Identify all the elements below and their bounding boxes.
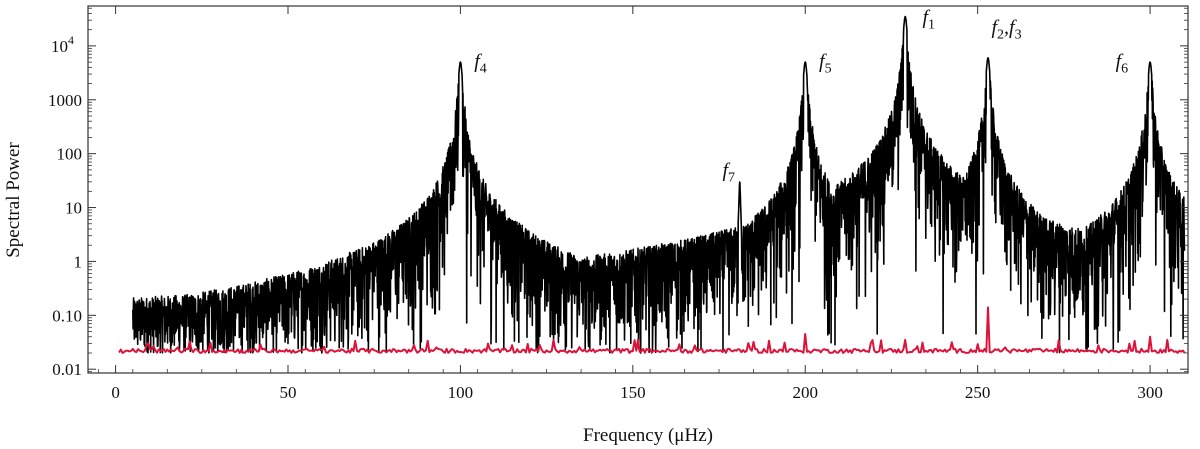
x-tick-label: 100 bbox=[448, 383, 474, 402]
peak-label: f1 bbox=[922, 7, 935, 33]
y-tick-label: 100 bbox=[57, 145, 83, 164]
plot-frame bbox=[87, 5, 1189, 374]
x-tick-label: 200 bbox=[792, 383, 818, 402]
y-axis-title: Spectral Power bbox=[3, 142, 24, 258]
y-tick-label: 1000 bbox=[48, 91, 82, 110]
x-tick-label: 250 bbox=[965, 383, 991, 402]
peak-label: f5 bbox=[819, 50, 832, 76]
y-tick-label-exponent: 4 bbox=[68, 33, 74, 47]
peak-label: f7 bbox=[722, 159, 735, 185]
noise-level-series bbox=[118, 306, 1186, 354]
x-axis-title: Frequency (μHz) bbox=[583, 425, 713, 446]
x-tick-label: 50 bbox=[280, 383, 297, 402]
y-tick-label: 0.10 bbox=[52, 306, 82, 325]
y-tick-label: 1 bbox=[74, 252, 83, 271]
y-tick-label: 0.01 bbox=[52, 360, 82, 379]
y-tick-label: 104 bbox=[51, 33, 74, 56]
x-tick-label: 150 bbox=[620, 383, 646, 402]
power-spectrum-line bbox=[132, 15, 1186, 354]
power-spectrum-series bbox=[132, 15, 1186, 354]
x-axis: 0 50 100 150 200 250 300 bbox=[97, 6, 1168, 402]
peak-labels: f1 f2,f3 f4 f5 f6 f7 bbox=[474, 7, 1128, 186]
x-tick-label: 0 bbox=[111, 383, 120, 402]
peak-label: f2,f3 bbox=[991, 16, 1021, 42]
peak-label: f6 bbox=[1116, 50, 1129, 76]
y-tick-label: 10 bbox=[65, 199, 82, 218]
x-tick-label: 300 bbox=[1137, 383, 1163, 402]
noise-level-line bbox=[118, 306, 1186, 354]
peak-label: f4 bbox=[474, 50, 487, 76]
y-tick-label-base: 10 bbox=[51, 37, 68, 56]
